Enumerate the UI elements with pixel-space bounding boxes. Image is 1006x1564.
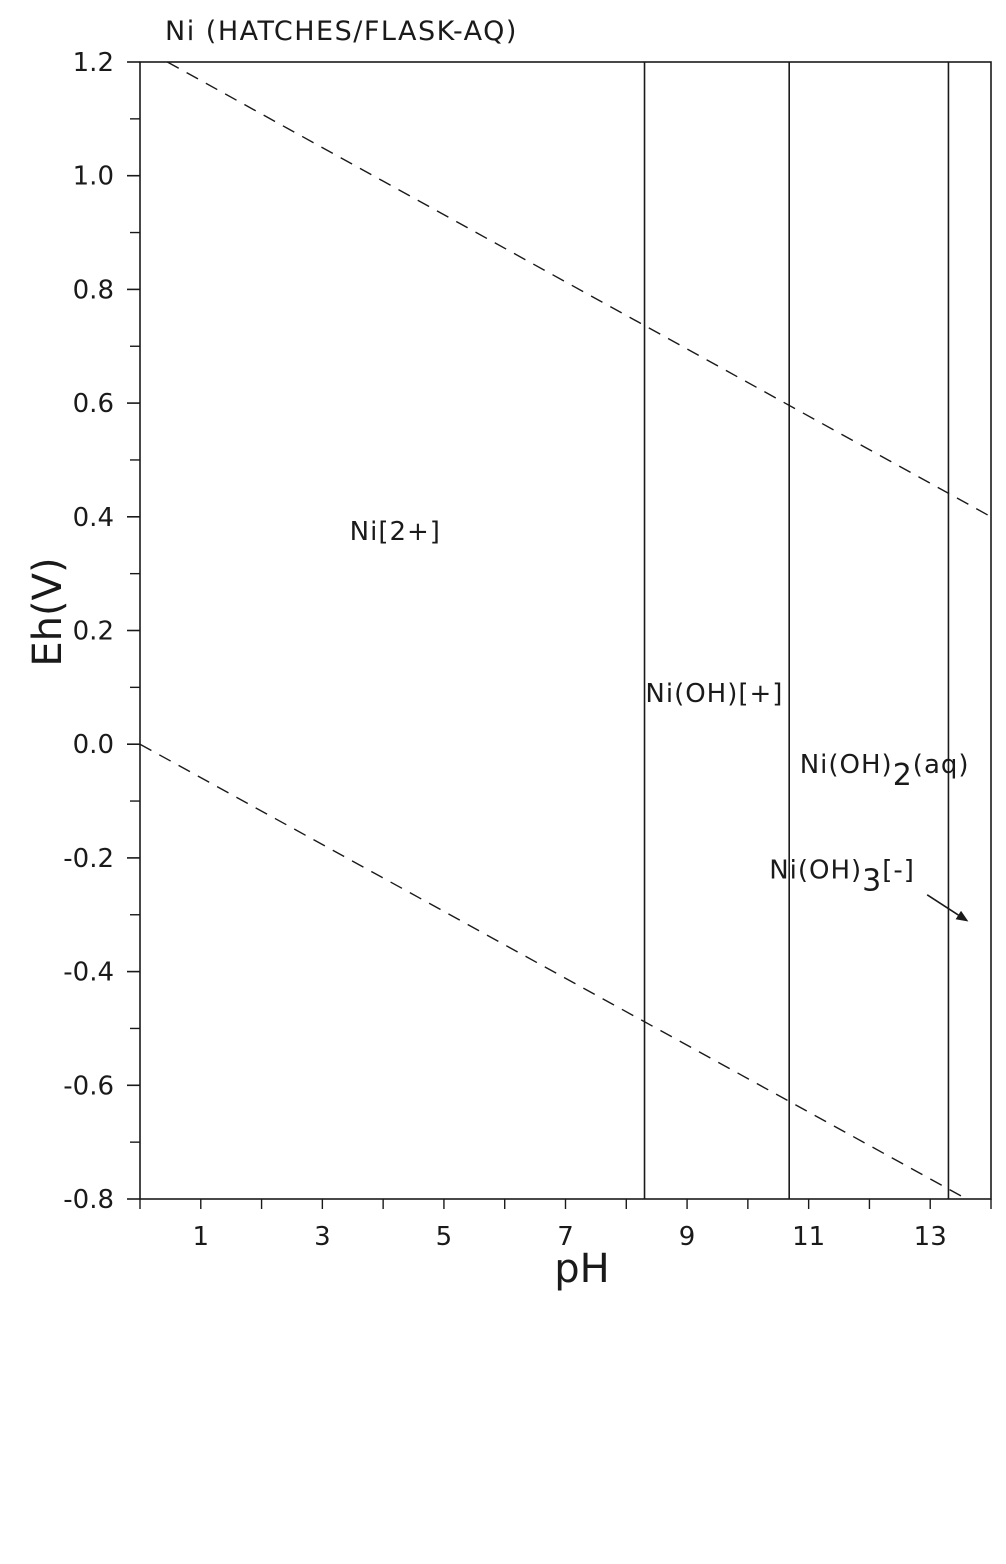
- chart-title: Ni (HATCHES/FLASK-AQ): [165, 16, 518, 47]
- y-tick-label: 1.2: [73, 48, 114, 78]
- x-tick-label: 3: [314, 1222, 331, 1252]
- y-tick-label: -0.6: [63, 1071, 114, 1101]
- x-tick-label: 11: [792, 1222, 825, 1252]
- plot-frame: [139, 61, 992, 1200]
- x-tick-label: 7: [557, 1222, 574, 1252]
- upper-water-line: [167, 61, 992, 518]
- y-tick-label: -0.4: [63, 958, 114, 988]
- y-tick-label: 0.4: [73, 503, 114, 533]
- x-axis-title: pH: [554, 1246, 609, 1292]
- region-label: Ni(OH)2(aq): [800, 750, 970, 793]
- region-label: Ni(OH)[+]: [645, 679, 783, 709]
- x-tick-label: 9: [679, 1222, 696, 1252]
- y-tick-label: -0.8: [63, 1185, 114, 1215]
- lower-water-line: [139, 743, 968, 1200]
- region-label: Ni(OH)3[-]: [769, 855, 915, 898]
- x-tick-label: 5: [436, 1222, 453, 1252]
- y-axis-title: Eh(V): [25, 557, 71, 666]
- region-label: Ni[2+]: [350, 517, 441, 547]
- y-tick-label: 0.2: [73, 617, 114, 647]
- x-tick-label: 1: [193, 1222, 210, 1252]
- x-tick-label: 13: [914, 1222, 947, 1252]
- y-tick-label: 1.0: [73, 162, 114, 192]
- y-tick-label: -0.2: [63, 844, 114, 874]
- y-tick-label: 0.6: [73, 389, 114, 419]
- plot-area: 1.21.00.80.60.40.20.0-0.2-0.4-0.6-0.81 3 5…: [63, 48, 992, 1252]
- region-arrow: [926, 894, 969, 922]
- y-tick-label: 0.0: [73, 730, 114, 760]
- y-tick-label: 0.8: [73, 275, 114, 305]
